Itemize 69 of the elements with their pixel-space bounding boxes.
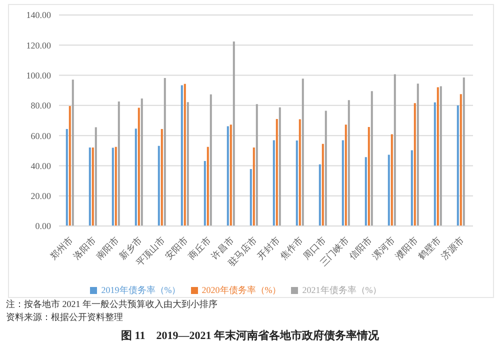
bar <box>92 147 94 226</box>
x-tick-label: 济源市 <box>440 235 466 262</box>
bar <box>318 164 321 226</box>
bar <box>370 91 373 226</box>
bar <box>278 107 281 226</box>
bar <box>390 134 393 226</box>
bar <box>250 169 252 226</box>
bar <box>88 147 91 226</box>
bar <box>204 161 206 226</box>
bar <box>66 128 68 226</box>
bar <box>94 127 97 226</box>
text: 图 11 2019—2021 年末河南省各地市政府债务率情况 <box>120 328 380 343</box>
bar <box>138 108 140 226</box>
bar <box>232 42 235 226</box>
bar <box>302 78 304 226</box>
legend-label: 2020年债务率（%） <box>202 285 282 295</box>
y-tick-label: 140.00 <box>26 10 52 20</box>
bar <box>462 78 465 226</box>
bar <box>134 128 137 226</box>
bar <box>344 124 347 226</box>
legend-label: 2019年债务率（%） <box>101 285 181 295</box>
bar <box>296 140 298 226</box>
bar <box>206 146 209 226</box>
bar <box>440 86 442 226</box>
bar <box>226 126 229 226</box>
bar <box>184 84 186 226</box>
bar <box>112 148 114 226</box>
bar <box>114 146 117 226</box>
y-tick-label: 120.00 <box>26 40 52 50</box>
bar <box>210 94 212 226</box>
bar <box>322 144 324 226</box>
bar <box>140 98 143 226</box>
bar <box>118 102 120 226</box>
y-tick-label: 60.00 <box>30 130 52 141</box>
bar <box>158 146 160 226</box>
text: 注：按各地市 2021 年一般公共预算收入由大到小排序 <box>6 298 218 311</box>
bar <box>348 100 350 226</box>
bar <box>230 124 232 226</box>
bar <box>72 80 74 226</box>
bar <box>342 140 344 226</box>
bar <box>276 118 278 226</box>
text: 资料来源：根据公开资料整理 <box>6 311 124 324</box>
bar <box>434 102 436 226</box>
bar <box>414 103 416 226</box>
y-tick-label: 80.00 <box>30 100 52 111</box>
y-tick-label: 20.00 <box>30 191 52 202</box>
bar <box>160 128 163 226</box>
bar <box>298 119 301 226</box>
bar <box>180 85 183 226</box>
x-tick-label: 开封市 <box>256 235 282 262</box>
bar <box>272 140 275 226</box>
bar <box>456 105 459 226</box>
bar <box>460 94 462 226</box>
bar <box>186 102 189 226</box>
bar <box>410 150 413 226</box>
bar <box>324 110 327 226</box>
bar <box>394 74 396 226</box>
bar <box>364 157 367 226</box>
y-tick-label: 0.00 <box>35 221 52 232</box>
bar <box>164 78 166 226</box>
y-tick-label: 100.00 <box>26 70 52 80</box>
legend-label: 2021年债务率（%） <box>302 285 382 295</box>
bar <box>388 154 390 226</box>
bar <box>368 126 370 226</box>
bar <box>436 87 439 226</box>
bar <box>252 147 255 226</box>
bar <box>68 106 71 226</box>
bar <box>416 84 419 226</box>
y-tick-label: 40.00 <box>30 160 52 171</box>
